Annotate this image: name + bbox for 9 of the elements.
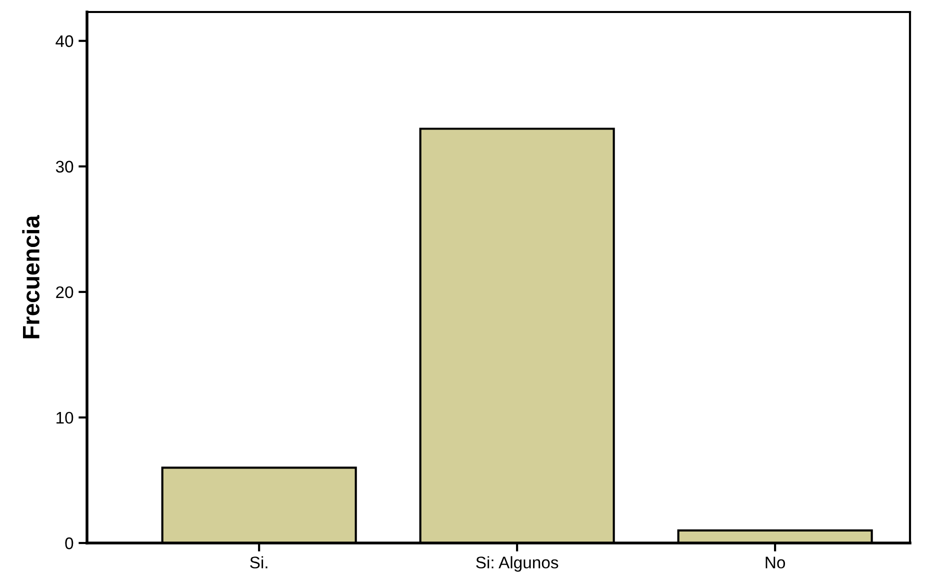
x-tick-label: Si: Algunos [476, 556, 558, 572]
x-tick-label: No [766, 556, 786, 568]
y-tick-label: 20 [56, 286, 74, 298]
x-tick-label: Si. [250, 556, 268, 568]
y-tick-label: 30 [56, 160, 74, 173]
y-tick-label: 10 [56, 412, 74, 424]
y-tick-label: 40 [56, 35, 74, 48]
y-axis-title: Frecuencia [22, 215, 40, 338]
y-tick-label: 0 [65, 537, 74, 550]
